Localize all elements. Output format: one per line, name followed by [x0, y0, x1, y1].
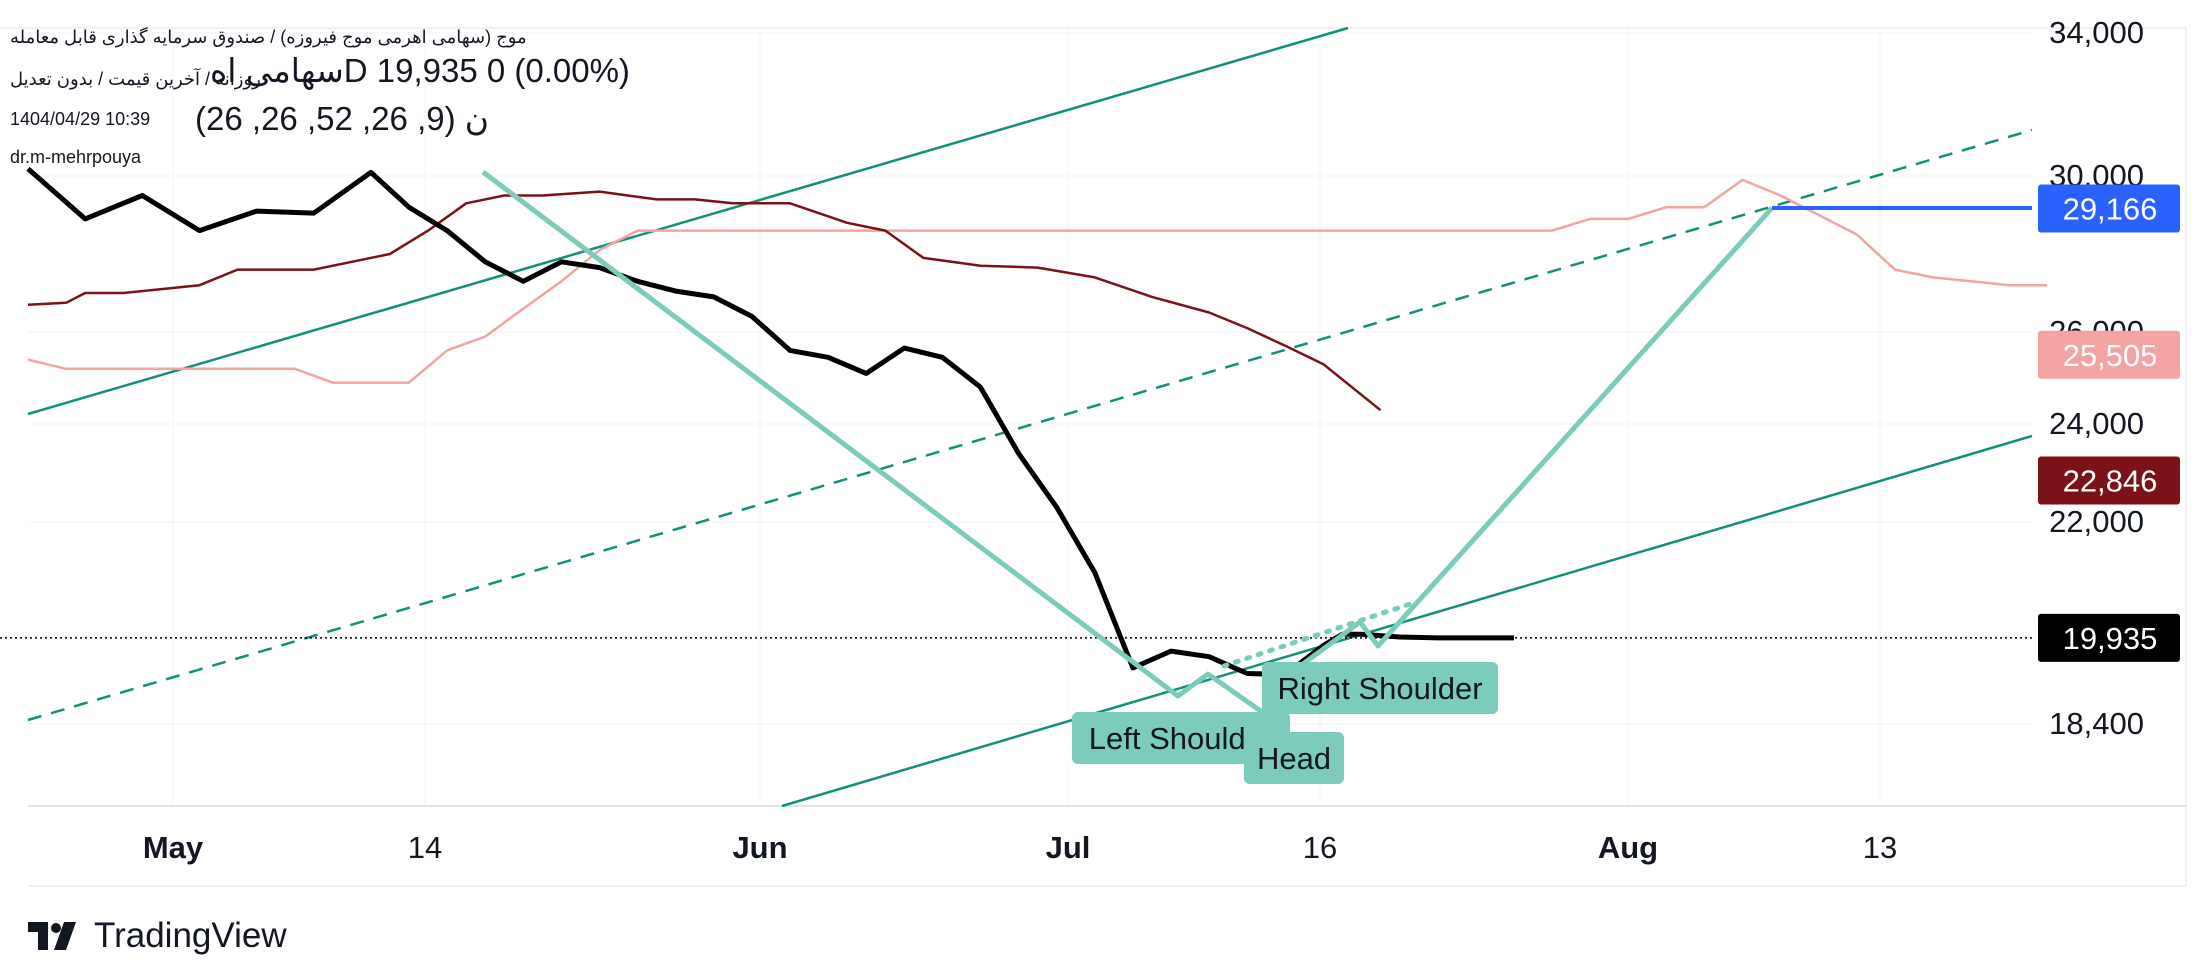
- x-tick-label: Jun: [732, 830, 787, 865]
- tradingview-logo[interactable]: TradingView: [28, 916, 287, 956]
- y-tick-label: 18,400: [2049, 706, 2144, 741]
- price-label-text: 29,166: [2063, 192, 2158, 227]
- tradingview-logo-icon: [28, 922, 76, 950]
- x-tick-label: 16: [1303, 830, 1337, 865]
- channel-lower-line: [781, 434, 2033, 808]
- channel-middle-line: [27, 128, 2033, 722]
- kijun-series-line: [27, 190, 1382, 412]
- x-tick-label: 13: [1863, 830, 1897, 865]
- timestamp: 1404/04/29 10:39: [10, 109, 151, 129]
- trend-channel: [27, 26, 2033, 808]
- price-label-box: [2038, 330, 2180, 379]
- exchange-line: موج (سهامی اهرمی موج فیروزه) / صندوق سرم…: [10, 27, 527, 47]
- price-labels: 29,166 25,505 22,846 19,935: [2038, 184, 2180, 662]
- price-label-box: [2038, 184, 2180, 233]
- y-tick-label: 24,000: [2049, 406, 2144, 441]
- pattern-label-text: Head: [1257, 741, 1331, 776]
- senkou_b-series-line: [27, 178, 2048, 384]
- chart-frame: [0, 27, 2187, 887]
- pattern-path: [481, 170, 1774, 715]
- head-and-shoulders-pattern: [481, 170, 2032, 715]
- chart-series: [0, 166, 2048, 678]
- channel-upper-line: [27, 26, 1349, 416]
- price-label-text: 22,846: [2063, 464, 2158, 499]
- price-label-box: [2038, 456, 2180, 505]
- pattern-label-box: [1244, 732, 1344, 784]
- author-name: dr.m-mehrpouya: [10, 147, 142, 167]
- price-label-text: 19,935: [2063, 621, 2158, 656]
- symbol-fragment: سهامی اهD: [210, 52, 368, 89]
- indicator-params-value: (9, 26, 52, 26, 26): [195, 100, 456, 137]
- interval-line: روزانه / آخرین قیمت / بدون تعدیل: [10, 69, 261, 89]
- indicator-params: ن (9, 26, 52, 26, 26): [195, 100, 490, 137]
- x-tick-label: Aug: [1598, 830, 1658, 865]
- chart-grid: [28, 28, 2032, 806]
- y-tick-label: 34,000: [2049, 15, 2144, 50]
- y-tick-label: 22,000: [2049, 504, 2144, 539]
- x-tick-label: Jul: [1046, 830, 1091, 865]
- pattern-neckline: [1221, 601, 1413, 669]
- tradingview-wordmark: TradingView: [94, 916, 287, 955]
- quote-value: 19,935 0 (0.00%): [376, 52, 630, 89]
- price-label-box: [2038, 613, 2180, 662]
- price-series-line: [26, 166, 1514, 678]
- x-tick-label: 14: [408, 830, 442, 865]
- symbol-quote: سهامی اهD 19,935 0 (0.00%): [210, 54, 630, 87]
- pattern-label-box: [1072, 712, 1290, 764]
- pattern-label-box: [1262, 662, 1498, 714]
- x-tick-label: May: [143, 830, 204, 865]
- x-axis[interactable]: May 14 Jun Jul 16 Aug 13: [143, 830, 1897, 865]
- pattern-label-text: Right Shoulder: [1277, 671, 1482, 706]
- price-label-text: 25,505: [2063, 338, 2158, 373]
- pattern-label-text: Left Shoulder: [1089, 721, 1273, 756]
